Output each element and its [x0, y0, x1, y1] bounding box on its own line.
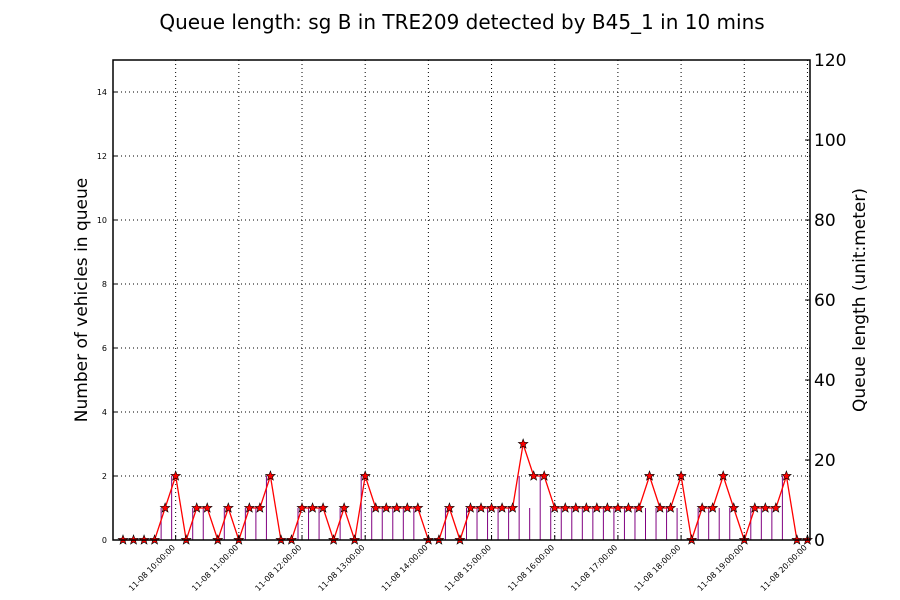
left-y-tick-label: 14 [97, 88, 107, 97]
x-tick-label: 11-08 19:00:00 [696, 543, 746, 593]
x-tick-label: 11-08 18:00:00 [632, 543, 682, 593]
data-point-star [243, 502, 255, 513]
data-point-star [254, 502, 266, 513]
data-point-star [359, 470, 371, 481]
data-point-star [317, 502, 329, 513]
data-point-star [191, 502, 203, 513]
data-point-star [380, 502, 392, 513]
left-y-tick-label: 10 [97, 216, 107, 225]
data-point-star [654, 502, 666, 513]
data-point-star [412, 502, 424, 513]
data-point-star [622, 502, 635, 513]
data-point-star [770, 502, 782, 513]
data-point-star [717, 470, 729, 481]
data-point-star [517, 438, 529, 449]
data-point-star [633, 502, 645, 513]
data-point-star [707, 502, 719, 513]
data-point-star [591, 502, 603, 513]
data-point-star [401, 502, 413, 513]
data-point-star [549, 502, 561, 513]
data-point-star [612, 502, 624, 513]
right-y-tick-label: 20 [814, 451, 836, 471]
data-point-star [264, 470, 276, 481]
data-point-star [528, 470, 540, 481]
left-y-tick-label: 12 [97, 152, 107, 161]
plot-frame [112, 59, 811, 541]
data-point-star [675, 470, 687, 481]
chart-title: Queue length: sg B in TRE209 detected by… [159, 10, 764, 34]
right-y-tick-label: 100 [814, 131, 846, 151]
x-tick-label: 11-08 12:00:00 [253, 543, 303, 593]
right-y-tick-label: 120 [814, 51, 846, 71]
x-tick-label: 11-08 20:00:00 [759, 543, 809, 593]
data-point-star [159, 502, 171, 513]
left-y-tick-label: 8 [102, 280, 107, 289]
left-y-tick-label: 0 [102, 536, 107, 545]
data-point-star [601, 502, 613, 513]
data-point-star [296, 502, 308, 513]
x-tick-label: 11-08 15:00:00 [443, 543, 493, 593]
data-point-star [496, 502, 508, 513]
x-tick-label: 11-08 16:00:00 [506, 543, 556, 593]
data-point-star [759, 502, 771, 513]
data-point-star [306, 502, 319, 513]
data-point-star [464, 502, 477, 513]
data-point-star [780, 470, 792, 481]
y-axis-label: Number of vehicles in queue [72, 178, 92, 422]
data-point-star [222, 502, 234, 513]
right-y-tick-label: 60 [814, 291, 836, 311]
x-tick-label: 11-08 10:00:00 [127, 543, 177, 593]
x-tick-label: 11-08 13:00:00 [317, 543, 367, 593]
right-y-tick-label: 80 [814, 211, 836, 231]
data-point-star [443, 502, 456, 513]
data-point-star [338, 502, 350, 513]
x-ticks: 11-08 10:00:00 11-08 11:00:00 11-08 12:00:… [127, 535, 809, 593]
data-point-star [485, 502, 498, 513]
data-point-star [570, 502, 582, 513]
x-tick-label: 11-08 11:00:00 [190, 543, 240, 593]
bar-series [160, 476, 783, 540]
data-point-star [580, 502, 592, 513]
data-point-star [201, 502, 213, 513]
left-y-tick-label: 2 [102, 472, 107, 481]
left-y-tick-label: 4 [102, 408, 107, 417]
right-y-ticks: 0 20 40 60 80 100 120 [805, 51, 846, 551]
data-point-star [559, 502, 571, 513]
data-point-star [507, 502, 519, 513]
right-y-tick-label: 0 [814, 531, 825, 551]
x-tick-label: 11-08 17:00:00 [569, 543, 619, 593]
right-y-tick-label: 40 [814, 371, 836, 391]
y2-axis-label: Queue length (unit:meter) [850, 188, 870, 412]
data-point-star [475, 502, 487, 513]
queue-line [123, 443, 808, 543]
star-markers [117, 438, 814, 545]
data-point-star [749, 502, 761, 513]
data-point-star [643, 470, 656, 481]
data-point-star [664, 502, 677, 513]
data-point-star [538, 470, 550, 481]
left-y-ticks: 0 2 4 6 8 10 12 14 [97, 88, 118, 545]
left-y-tick-label: 6 [102, 344, 107, 353]
grid-layer [113, 60, 810, 540]
data-point-star [728, 502, 740, 513]
data-point-star [170, 470, 182, 481]
data-point-star [370, 502, 382, 513]
line-series [123, 443, 808, 543]
x-tick-label: 11-08 14:00:00 [380, 543, 430, 593]
data-point-star [696, 502, 708, 513]
data-point-star [391, 502, 403, 513]
